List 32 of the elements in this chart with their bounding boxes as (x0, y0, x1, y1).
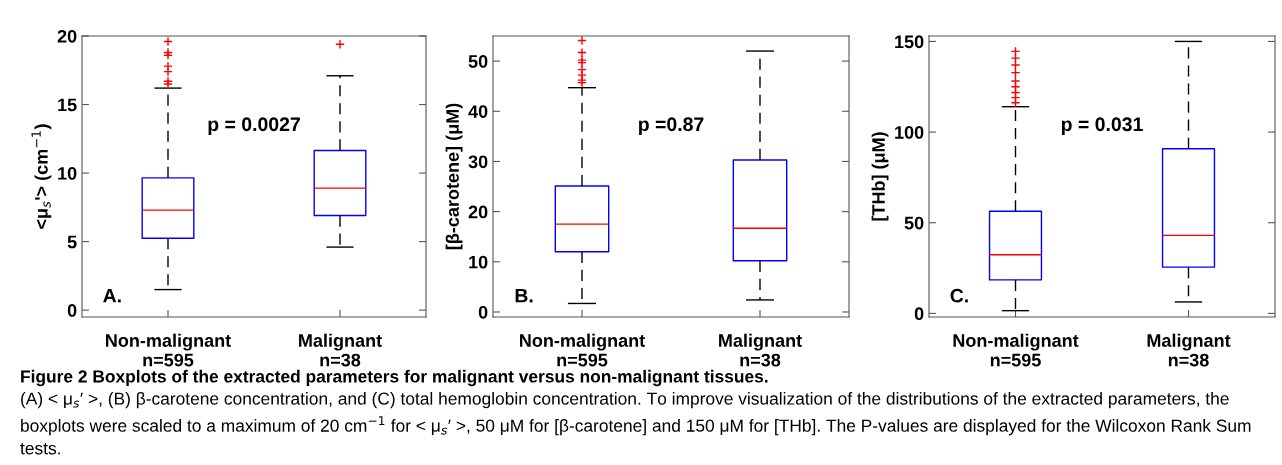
y-tick-label: 40 (468, 105, 488, 118)
y-tick-label: 0 (914, 307, 924, 321)
x-tick-label: Malignant n=38 (1147, 333, 1231, 367)
y-tick-label: 50 (904, 216, 924, 230)
x-tick-label: Non-malignant n=595 (520, 333, 645, 367)
y-tick-label: 10 (469, 255, 488, 269)
x-tick-label: Malignant n=38 (299, 333, 382, 367)
text: (A) < μ$_{s}$′ >, (B) β-carotene concentration, and (C) total hemoglobin concentration. To improve visualization of the distributions of the extracted parameters, the boxplots were scaled to a maximum of 20 cm$^{−1}$ for < μ$_{s}$′ >, 50 μM for [β-carotene] and 150 μM for [THb]. The P-values are displayed for the Wilcoxon Rank Sum tests. (20, 392, 1251, 455)
y-tick-label: 100 (895, 126, 924, 139)
y-axis-title: <μ$_{s}$'> (cm$^{−1}$) (31, 124, 52, 229)
y-tick-label: 20 (468, 205, 488, 219)
y-tick-label: 15 (58, 98, 77, 112)
y-tick-label: 5 (67, 235, 77, 249)
y-tick-label: 0 (67, 304, 77, 317)
y-tick-label: 10 (58, 167, 77, 180)
annotation: A. (103, 288, 121, 303)
y-tick-label: 50 (468, 55, 488, 68)
y-axis-title: [THb] (μM) (871, 132, 889, 221)
annotation: p = 0.031 (1061, 117, 1143, 135)
annotation: p = 0.0027 (208, 117, 300, 135)
x-tick-label: Non-malignant n=595 (106, 333, 231, 367)
annotation: C. (950, 288, 968, 303)
x-tick-label: Malignant n=38 (719, 333, 802, 367)
y-tick-label: 20 (57, 29, 77, 43)
y-tick-label: 150 (895, 35, 924, 49)
caption: Figure 2 Boxplots of the extracted parameters for malignant versus non-malignant tissues. (21, 369, 768, 387)
y-tick-label: 0 (478, 305, 488, 319)
y-axis-title: [β-carotene] (μM) (445, 103, 463, 250)
annotation: B. (515, 288, 533, 303)
x-tick-label: Non-malignant n=595 (953, 333, 1079, 367)
y-tick-label: 30 (468, 155, 488, 169)
annotation: p =0.87 (639, 117, 704, 135)
